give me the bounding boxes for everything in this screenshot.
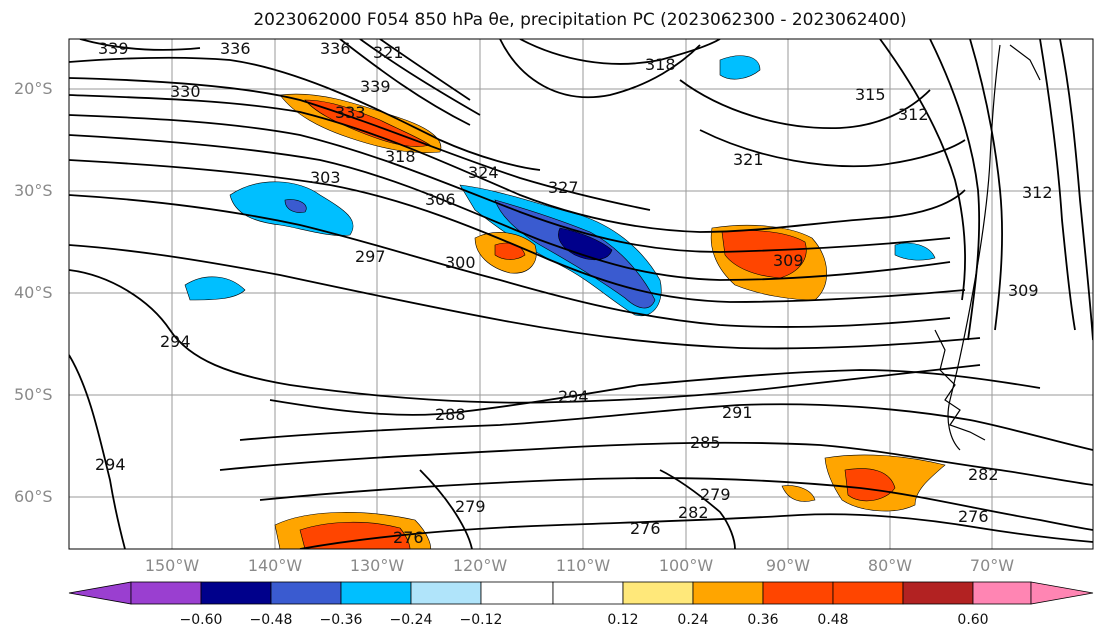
lon-label: 120°W [452,556,508,575]
colorbar-bin [692,581,764,605]
theta-e-contours [69,39,1093,549]
colorbar-tick-label: 0.12 [607,612,639,628]
contour-label: 282 [968,465,999,484]
lat-label: 30°S [14,181,53,200]
contour-label: 288 [435,405,466,424]
contour-label: 306 [425,190,456,209]
neg-anomaly-west-core [284,199,307,213]
contour-label: 282 [678,503,709,522]
contour-label: 336 [320,39,351,58]
lat-label: 60°S [14,487,53,506]
pos-anomaly-d-core [844,468,896,502]
colorbar-tick-label: −0.12 [459,612,503,628]
lon-label: 110°W [555,556,611,575]
contour-label: 294 [160,332,191,351]
contour-labels: 339 336 336 321 330 333 339 318 318 315 … [95,39,1053,547]
colorbar-bin [410,581,482,605]
colorbar-bin [270,581,342,605]
contour-label: 312 [1022,183,1053,202]
colorbar-bin [832,581,904,605]
neg-anomaly-ne [719,55,761,80]
contour-label: 276 [630,519,661,538]
colorbar-tick-label: −0.36 [319,612,363,628]
colorbar-bin [480,581,554,605]
colorbar-bin [622,581,694,605]
neg-anomaly-mid [184,276,246,301]
colorbar-bin [972,581,1032,605]
contour-label: 339 [98,39,129,58]
colorbar-min-extend [68,581,132,605]
lat-label: 20°S [14,79,53,98]
colorbar-tick-label: 0.60 [957,612,989,628]
colorbar-bin [552,581,624,605]
contour-label: 291 [722,403,753,422]
contour-label: 321 [733,150,764,169]
contour-label: 309 [1008,281,1039,300]
colorbar-bin [130,581,202,605]
lat-label: 50°S [14,385,53,404]
coastline [934,44,1041,451]
contour-label: 312 [898,105,929,124]
colorbar-bin [340,581,412,605]
contour-label: 276 [958,507,989,526]
contour-label: 336 [220,39,251,58]
neg-anomaly-east [894,242,936,261]
contour-label: 294 [95,455,126,474]
colorbar-tick-label: −0.48 [249,612,293,628]
contour-label: 276 [393,528,424,547]
pos-anomaly-f [781,485,816,502]
lon-label: 70°W [969,556,1015,575]
pos-anomaly-e-core [299,521,411,549]
colorbar-max-extend [1030,581,1094,605]
contour-label: 318 [645,55,676,74]
pos-anomaly-c-core [721,230,807,279]
colorbar-tick-label: 0.48 [817,612,849,628]
contour-label: 303 [310,168,341,187]
contour-label: 324 [468,163,499,182]
colorbar-tick-label: 0.36 [747,612,779,628]
contour-label: 318 [385,147,416,166]
contour-label: 309 [773,251,804,270]
lon-label: 140°W [247,556,303,575]
contour-label: 315 [855,85,886,104]
colorbar-tick-label: −0.60 [179,612,223,628]
contour-label: 285 [690,433,721,452]
colorbar-tick-label: 0.24 [677,612,709,628]
contour-label: 327 [548,178,579,197]
colorbar [68,581,1094,605]
colorbar-bin [762,581,834,605]
lon-label: 80°W [867,556,913,575]
contour-label: 330 [170,82,201,101]
lon-label: 100°W [658,556,714,575]
colorbar-tick-label: −0.24 [389,612,433,628]
contour-label: 333 [335,103,366,122]
colorbar-bin [902,581,974,605]
lat-label: 40°S [14,283,53,302]
contour-label: 294 [558,387,589,406]
colorbar-bin [200,581,272,605]
contour-label: 300 [445,253,476,272]
contour-label: 321 [373,43,404,62]
contour-label: 279 [455,497,486,516]
lon-label: 90°W [765,556,811,575]
contour-label: 339 [360,77,391,96]
lon-label: 150°W [144,556,200,575]
contour-label: 297 [355,247,386,266]
contour-label: 279 [700,485,731,504]
map-frame [68,38,1094,550]
lon-label: 130°W [349,556,405,575]
figure-title: 2023062000 F054 850 hPa θe, precipitatio… [253,10,907,30]
